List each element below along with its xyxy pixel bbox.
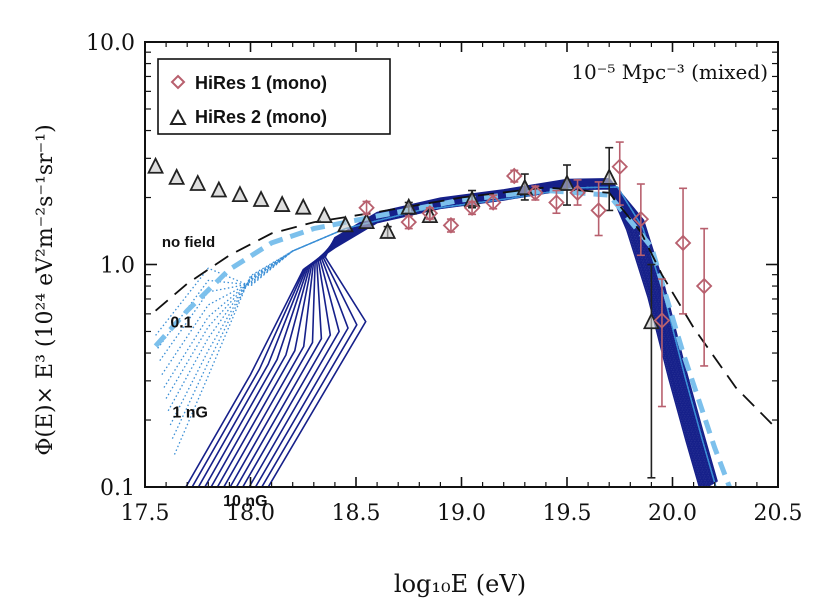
x-tick-label: 20.0: [648, 501, 697, 526]
x-tick-label: 18.0: [226, 501, 275, 526]
x-axis-label: log₁₀E (eV): [394, 570, 526, 598]
hires1-point: [653, 312, 671, 329]
curve-no-field: [155, 186, 778, 431]
legend-label-hires2: HiRes 2 (mono): [195, 107, 327, 127]
curve-0p1: [153, 187, 732, 487]
hires1-point: [400, 213, 418, 231]
hires2-point: [210, 180, 228, 198]
curve-label: 0.1: [170, 315, 192, 332]
x-tick-label: 20.5: [754, 501, 803, 526]
hires1-point: [611, 158, 629, 176]
hires2-point: [516, 178, 534, 196]
y-tick-label: 0.1: [100, 476, 135, 501]
legend-frame: [157, 58, 391, 135]
curve-label: no field: [162, 234, 215, 251]
hires1-point: [505, 167, 523, 185]
y-axis-label: Φ(E)× E³ (10²⁴ eV²m⁻²s⁻¹sr⁻¹): [33, 124, 58, 455]
chart-body: 17.5 18.0 18.5 19.0 19.5 20.0 20.5 0.1 1.0 10.0 no…: [86, 31, 802, 526]
hires2-point: [600, 167, 618, 185]
curve-10ng-6: [222, 183, 710, 487]
curve-10ng-0: [184, 187, 701, 487]
hires1-point: [442, 217, 460, 234]
legend-marker-triangle-icon: [169, 108, 187, 125]
hires1-point: [421, 204, 439, 222]
legend-marker-diamond-icon: [170, 74, 186, 90]
curve-1ng-8: [171, 186, 717, 487]
hires1-point: [463, 199, 481, 216]
hires2-point: [273, 195, 291, 212]
legend: HiRes 1 (mono) HiRes 2 (mono): [157, 58, 391, 135]
curve-label: 10 nG: [223, 493, 267, 510]
hires2-point: [189, 174, 207, 191]
hires2-point: [400, 197, 418, 215]
curve-10ng-12: [260, 178, 717, 487]
hires1-point: [632, 210, 650, 228]
hires2-point: [336, 215, 354, 233]
hires1-point: [590, 202, 607, 219]
hires1-point: [358, 199, 375, 216]
y-tick-label: 10.0: [86, 31, 135, 56]
curves-group: [153, 177, 778, 487]
hires2-point: [558, 174, 576, 191]
hires2-point: [147, 156, 165, 174]
hires1-point: [569, 184, 586, 202]
hires2-point: [168, 167, 186, 185]
x-tick-label: 18.5: [332, 501, 381, 526]
hires1-point: [695, 277, 713, 295]
hires1-point: [527, 184, 544, 202]
y-tick-label: 1.0: [100, 254, 135, 279]
markers-group: [147, 141, 713, 479]
hires2-point: [231, 185, 249, 203]
density-annotation: 10⁻⁵ Mpc⁻³ (mixed): [571, 60, 768, 84]
x-tick-label: 19.0: [437, 501, 486, 526]
hires1-point: [674, 234, 692, 252]
curve-1ng-3: [161, 186, 717, 487]
hires2-point: [379, 221, 397, 239]
x-tick-label: 19.5: [543, 501, 592, 526]
hires2-point: [358, 212, 376, 230]
hires1-point: [484, 194, 502, 211]
hires2-point: [315, 206, 333, 224]
hires2-point: [252, 189, 270, 207]
x-tick-label: 17.5: [121, 501, 170, 526]
hires1-point: [548, 194, 565, 211]
curve-label: 1 nG: [172, 405, 208, 422]
curve-10ng-7: [229, 182, 711, 487]
legend-label-hires1: HiRes 1 (mono): [195, 73, 327, 93]
hires2-point: [294, 197, 312, 215]
